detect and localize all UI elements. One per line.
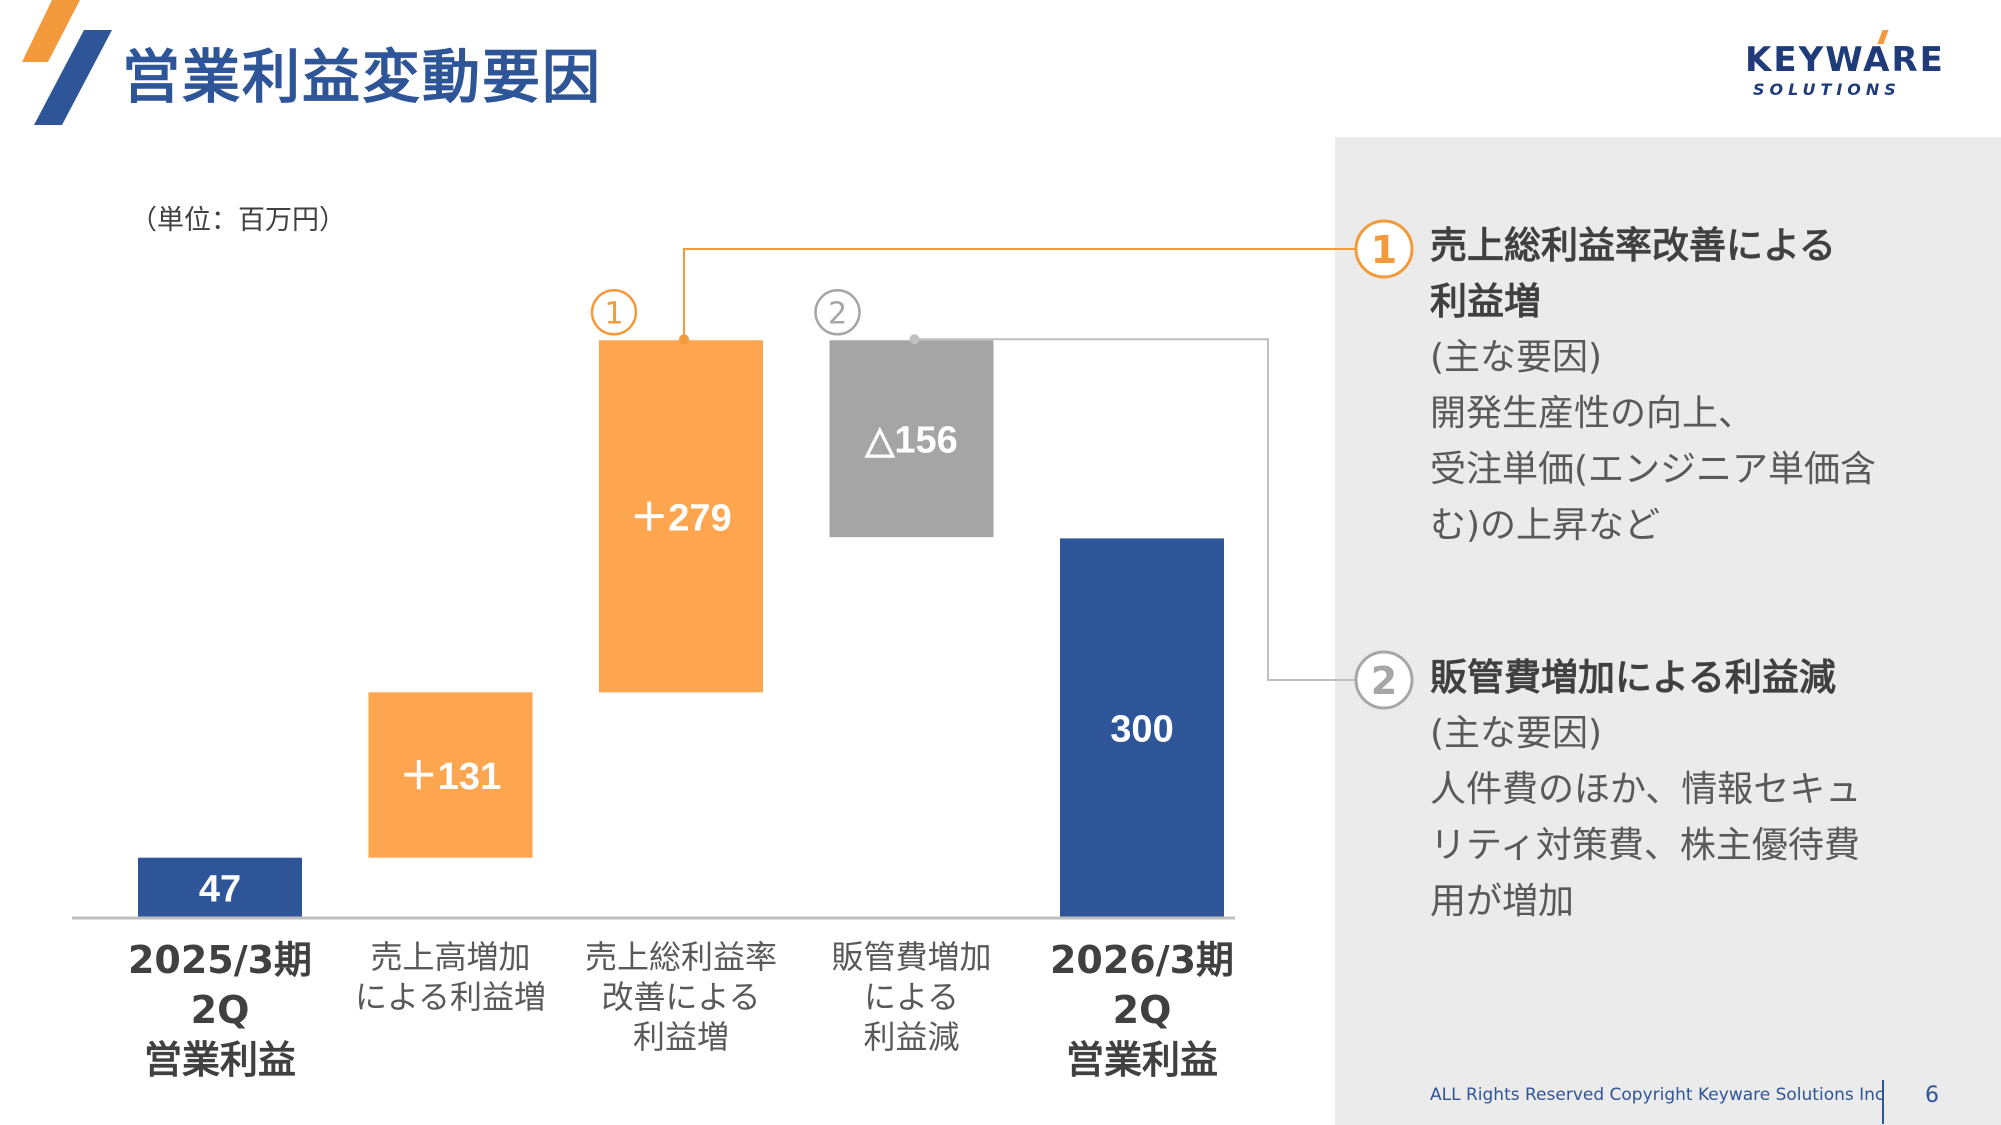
note-marker-2 (1354, 650, 1414, 710)
waterfall-bar (138, 857, 302, 917)
bar-value-label: △156 (864, 420, 958, 462)
company-logo: KEYWARE SOLUTIONS (1745, 30, 1975, 100)
unit-label: （単位：百万円） (130, 205, 346, 236)
callout-anchor-dot-2 (909, 334, 920, 345)
x-tick-label: 売上高増加 による利益増 (354, 938, 547, 1016)
waterfall-bar (1060, 538, 1224, 917)
waterfall-bar (829, 340, 994, 538)
note-marker-1 (1354, 219, 1414, 279)
note-1-title: 売上総利益率改善による 利益増 (1430, 224, 1836, 323)
x-tick-label: 売上総利益率 改善による 利益増 (584, 938, 777, 1056)
note-marker-1-number: 1 (1371, 228, 1397, 272)
note-marker-2-number: 2 (1371, 659, 1397, 703)
page-number: 6 (1925, 1083, 1939, 1108)
bar-value-label: ＋279 (630, 497, 731, 539)
x-tick-label: 2025/3期 2Q 営業利益 (127, 938, 313, 1082)
explanation-panel (1335, 137, 2001, 1125)
note-1-body: (主な要因) 開発生産性の向上、 受注単価(エンジニア単価含 む)の上昇など (1430, 337, 1877, 546)
bar-value-label: ＋131 (400, 756, 501, 798)
chart-marker-1 (590, 289, 638, 336)
logo-subtitle: SOLUTIONS (1753, 80, 1901, 99)
note-2-title: 販管費増加による利益減 (1430, 656, 1836, 699)
waterfall-bar (368, 692, 533, 858)
note-2-body: (主な要因) 人件費のほか、情報セキュ リティ対策費、株主優待費 用が増加 (1430, 713, 1862, 922)
callout-connector-1 (683, 248, 1355, 340)
chart-marker-1-number: 1 (604, 296, 623, 331)
corner-logo-mark (22, 0, 112, 125)
bar-value-label: 47 (199, 868, 241, 910)
logo-wordmark: KEYWARE (1745, 40, 1945, 80)
footer-divider (1882, 1080, 1884, 1124)
chart-marker-2 (814, 289, 861, 336)
x-tick-label: 販管費増加 による 利益減 (831, 938, 992, 1056)
waterfall-bar (599, 340, 763, 693)
callout-anchor-dot-1 (679, 334, 689, 345)
chart-marker-2-number: 2 (828, 296, 847, 331)
callout-connector-2 (914, 338, 1355, 681)
copyright-footer: ALL Rights Reserved Copyright Keyware So… (1430, 1085, 1885, 1105)
page-title: 営業利益変動要因 (122, 43, 603, 111)
bar-value-label: 300 (1110, 709, 1173, 751)
x-tick-label: 2026/3期 2Q 営業利益 (1049, 938, 1235, 1082)
